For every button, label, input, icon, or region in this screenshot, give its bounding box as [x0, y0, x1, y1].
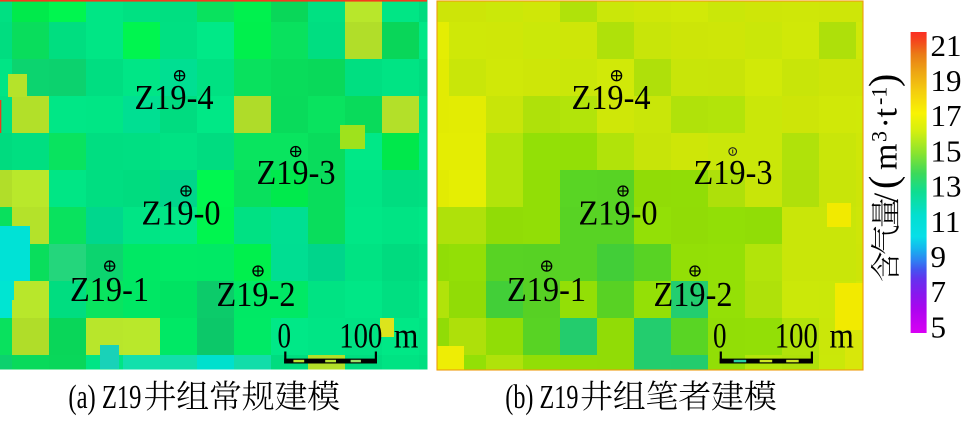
svg-text:100: 100 — [339, 316, 382, 356]
svg-text:m: m — [829, 316, 854, 356]
svg-text:5: 5 — [931, 309, 947, 344]
svg-text:Z19-2: Z19-2 — [654, 275, 733, 314]
svg-text:11: 11 — [931, 204, 961, 239]
svg-text:m: m — [394, 316, 419, 356]
svg-text:7: 7 — [931, 274, 947, 309]
svg-text:0: 0 — [713, 316, 727, 356]
svg-text:3: 3 — [867, 131, 892, 142]
svg-text:·: · — [868, 117, 905, 128]
svg-text:100: 100 — [775, 316, 818, 356]
svg-text:(b) Z19: (b) Z19 — [505, 379, 578, 416]
svg-text:Z19-4: Z19-4 — [135, 78, 214, 117]
svg-text:): ) — [861, 74, 906, 87]
svg-text:21: 21 — [931, 28, 962, 63]
svg-text:Z19-1: Z19-1 — [507, 270, 586, 309]
svg-text:15: 15 — [931, 133, 962, 168]
svg-text:-1: -1 — [867, 87, 892, 105]
svg-text:t: t — [868, 108, 905, 118]
svg-text:m: m — [868, 144, 905, 170]
svg-text:Z19-2: Z19-2 — [217, 275, 296, 314]
svg-text:Z19-1: Z19-1 — [70, 270, 149, 309]
svg-text:Z19-0: Z19-0 — [142, 194, 221, 233]
svg-text:13: 13 — [931, 169, 962, 204]
svg-text:(a) Z19: (a) Z19 — [68, 379, 141, 416]
svg-text:19: 19 — [931, 63, 962, 98]
svg-text:Z19-4: Z19-4 — [572, 78, 651, 117]
svg-text:Z19-3: Z19-3 — [694, 153, 773, 192]
svg-text:17: 17 — [931, 98, 962, 133]
svg-text:Z19-3: Z19-3 — [257, 153, 336, 192]
svg-text:/: / — [868, 192, 905, 202]
svg-text:0: 0 — [277, 316, 291, 356]
svg-text:Z19-0: Z19-0 — [579, 194, 658, 233]
svg-text:9: 9 — [931, 239, 947, 274]
svg-text:(: ( — [861, 176, 906, 189]
